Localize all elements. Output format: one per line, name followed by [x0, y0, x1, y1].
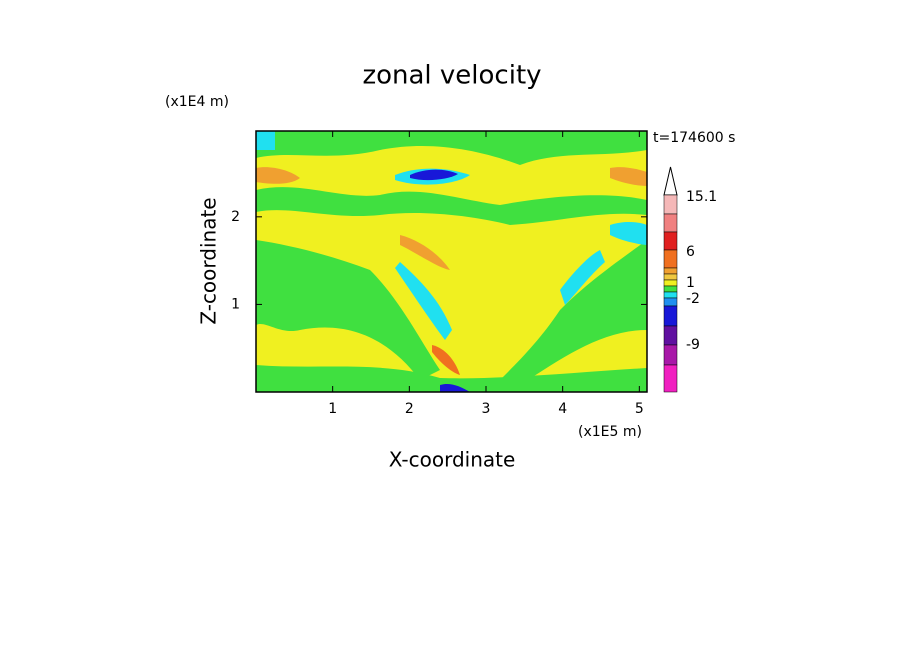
colorbar-swatch — [663, 344, 678, 366]
colorbar-swatch — [663, 285, 678, 293]
colorbar-swatch — [663, 305, 678, 327]
colorbar-label: -9 — [686, 337, 700, 353]
field-region — [256, 131, 275, 150]
field-region — [400, 235, 450, 270]
field-region — [440, 383, 470, 392]
colorbar-swatch — [663, 213, 678, 233]
plot-frame — [255, 130, 648, 393]
colorbar-swatch — [663, 364, 678, 393]
colorbar-swatch — [663, 231, 678, 251]
colorbar-label: 6 — [686, 244, 695, 260]
field-region — [256, 167, 300, 184]
colorbar-label: -2 — [686, 291, 700, 307]
colorbar-swatch — [663, 279, 678, 287]
colorbar-swatch — [663, 194, 678, 215]
field-region — [256, 365, 647, 392]
x-unit: (x1E5 m) — [578, 424, 642, 440]
y-unit: (x1E4 m) — [165, 94, 229, 110]
field-region — [256, 240, 440, 380]
y-tick-label: 1 — [231, 296, 240, 312]
colorbar-arrow — [663, 166, 678, 196]
x-tick-label: 1 — [328, 401, 337, 417]
y-axis-label: Z-coordinate — [197, 197, 221, 324]
x-tick-label: 5 — [635, 401, 644, 417]
field-region — [395, 262, 452, 340]
x-tick-label: 4 — [558, 401, 567, 417]
x-tick-label: 3 — [482, 401, 491, 417]
y-tick-label: 2 — [231, 209, 240, 225]
field-region — [610, 221, 647, 245]
field-region — [560, 250, 605, 305]
colorbar-swatch — [663, 273, 678, 281]
field-region — [610, 167, 647, 186]
field-region — [256, 131, 647, 165]
x-axis-label: X-coordinate — [389, 448, 516, 472]
colorbar-swatch — [663, 291, 678, 299]
field-region — [500, 240, 647, 385]
field-region — [432, 345, 460, 375]
colorbar-swatch — [663, 297, 678, 307]
field-region — [256, 187, 647, 225]
chart-title: zonal velocity — [362, 61, 541, 91]
colorbar-label: 15.1 — [686, 189, 717, 205]
colorbar-swatch — [663, 267, 678, 275]
contour-field — [256, 131, 647, 392]
annotation: t=174600 s — [653, 130, 735, 146]
x-tick-label: 2 — [405, 401, 414, 417]
field-region — [410, 169, 458, 181]
colorbar-swatch — [663, 249, 678, 269]
colorbar-label: 1 — [686, 275, 695, 291]
colorbar-swatch — [663, 325, 678, 346]
